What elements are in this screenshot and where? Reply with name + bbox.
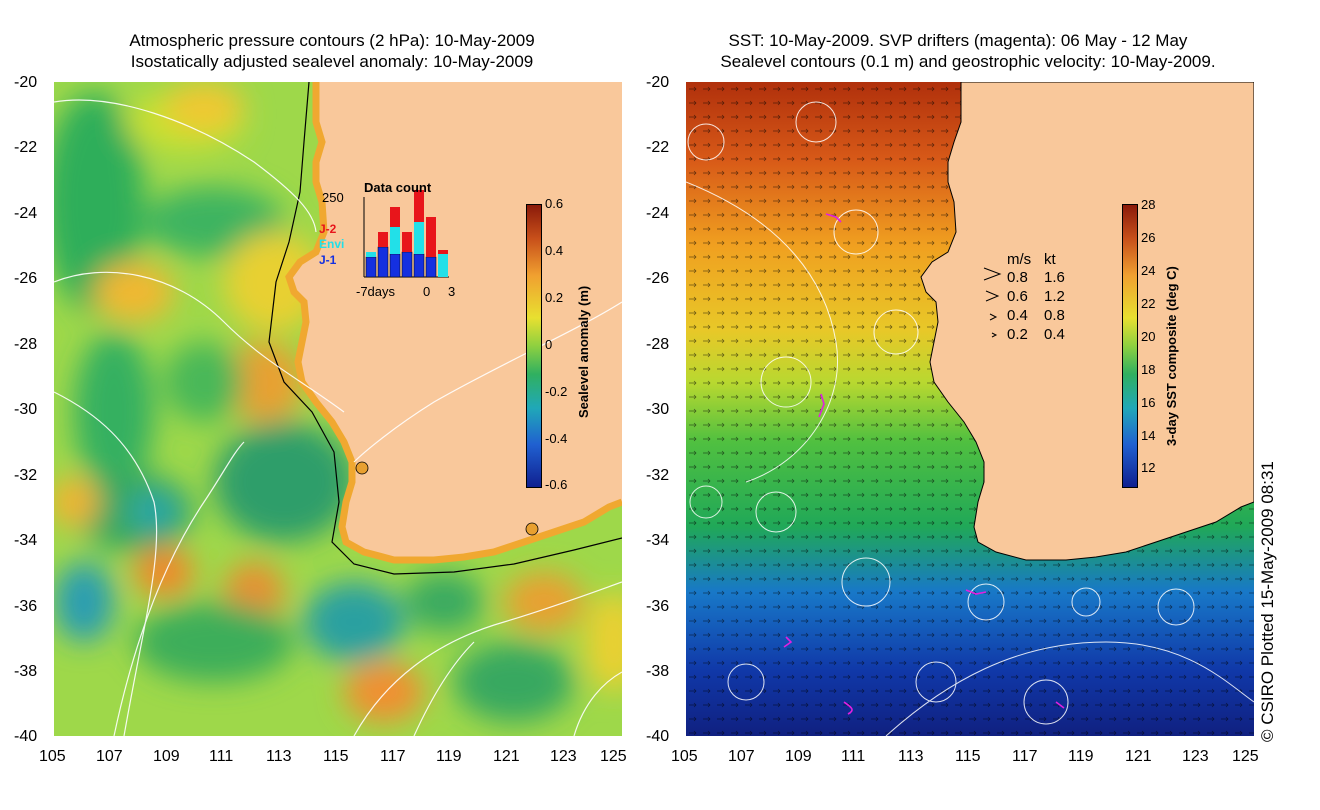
left-title-line2: Isostatically adjusted sealevel anomaly:…: [130, 52, 534, 71]
left-xtick-10: 125: [600, 748, 627, 765]
left-ytick-6: -32: [14, 467, 38, 484]
left-ytick-5: -30: [14, 401, 38, 418]
inset-legend-envi: Envi: [319, 237, 345, 251]
right-cb-tick-2: 24: [1141, 263, 1156, 278]
right-ytick-0: -20: [646, 74, 670, 91]
velocity-row-3-kt: 0.4: [1044, 326, 1065, 343]
left-ytick-4: -28: [14, 336, 38, 353]
velocity-row-3-ms: 0.2: [1007, 326, 1028, 343]
right-cb-tick-0: 28: [1141, 197, 1156, 212]
right-xtick-6: 117: [1012, 748, 1038, 765]
right-cb-tick-3: 22: [1141, 296, 1156, 311]
velocity-header-kt: kt: [1044, 251, 1056, 268]
data-count-inset: [363, 190, 449, 278]
pressure-contours: [54, 99, 622, 736]
left-xtick-9: 123: [550, 748, 577, 765]
left-cb-tick-0: 0.6: [545, 196, 564, 211]
right-ytick-6: -32: [646, 467, 670, 484]
left-xtick-2: 109: [153, 748, 180, 765]
right-cb-tick-7: 14: [1141, 428, 1156, 443]
right-xtick-3: 111: [841, 748, 866, 765]
right-ytick-9: -38: [646, 663, 670, 680]
right-xtick-0: 105: [671, 748, 698, 765]
inset-xlabel-mid: 0: [423, 284, 431, 299]
right-xtick-2: 109: [785, 748, 812, 765]
left-title-line1: Atmospheric pressure contours (2 hPa): 1…: [129, 31, 535, 50]
left-ytick-10: -40: [14, 728, 38, 745]
velocity-row-0-ms: 0.8: [1007, 269, 1028, 286]
left-cb-tick-3: 0: [545, 337, 553, 352]
sla-field: [54, 82, 622, 722]
right-ytick-5: -30: [646, 401, 670, 418]
velocity-row-1-kt: 1.2: [1044, 288, 1065, 305]
right-cb-tick-6: 16: [1141, 395, 1156, 410]
left-cb-tick-4: -0.2: [545, 384, 568, 399]
right-xtick-8: 121: [1125, 748, 1152, 765]
right-map: [686, 82, 1254, 736]
left-xtick-7: 119: [436, 748, 462, 765]
inset-legend-j2: J-2: [319, 222, 337, 236]
right-ytick-4: -28: [646, 336, 670, 353]
sealevel-contours: [686, 101, 1254, 736]
velocity-legend-arrows: [983, 267, 1002, 338]
left-ytick-2: -24: [14, 205, 38, 222]
right-colorbar-label: 3-day SST composite (deg C): [1164, 266, 1179, 446]
right-xtick-5: 115: [955, 748, 981, 765]
left-ytick-3: -26: [14, 270, 38, 287]
left-ytick-8: -36: [14, 598, 38, 615]
right-cb-tick-5: 18: [1141, 362, 1156, 377]
right-xtick-1: 107: [728, 748, 755, 765]
right-ytick-1: -22: [646, 139, 670, 156]
inset-ymax: 250: [322, 190, 344, 205]
velocity-row-0-kt: 1.6: [1044, 269, 1065, 286]
right-title-line2: Sealevel contours (0.1 m) and geostrophi…: [720, 52, 1216, 71]
right-xtick-7: 119: [1068, 748, 1094, 765]
right-cb-tick-4: 20: [1141, 329, 1156, 344]
right-map-svg: [686, 82, 1254, 736]
right-ytick-3: -26: [646, 270, 670, 287]
inset-title: Data count: [364, 180, 432, 195]
right-ytick-2: -24: [646, 205, 670, 222]
velocity-row-1-ms: 0.6: [1007, 288, 1028, 305]
left-xtick-0: 105: [39, 748, 66, 765]
svp-drifter-tracks: [783, 213, 1065, 715]
left-xtick-3: 111: [209, 748, 234, 765]
left-colorbar: [526, 204, 542, 488]
left-xtick-5: 115: [323, 748, 349, 765]
left-cb-tick-2: 0.2: [545, 290, 564, 305]
velocity-header-ms: m/s: [1007, 251, 1032, 268]
left-xtick-8: 121: [493, 748, 520, 765]
australia-land-right: [920, 82, 1254, 561]
right-cb-tick-1: 26: [1141, 230, 1156, 245]
inset-legend-j1: J-1: [319, 253, 337, 267]
right-ytick-8: -36: [646, 598, 670, 615]
inset-xlabel-right: 3: [448, 284, 456, 299]
right-xtick-4: 113: [898, 748, 924, 765]
left-xtick-4: 113: [266, 748, 292, 765]
left-xtick-6: 117: [380, 748, 406, 765]
left-colorbar-label: Sealevel anomaly (m): [576, 285, 591, 418]
right-cb-tick-8: 12: [1141, 460, 1156, 475]
left-cb-tick-1: 0.4: [545, 243, 564, 258]
left-xtick-1: 107: [96, 748, 123, 765]
right-colorbar: [1122, 204, 1138, 488]
right-xtick-9: 123: [1182, 748, 1209, 765]
left-ytick-9: -38: [14, 663, 38, 680]
velocity-row-2-kt: 0.8: [1044, 307, 1065, 324]
right-xtick-10: 125: [1232, 748, 1259, 765]
left-ytick-1: -22: [14, 139, 38, 156]
right-title-line1: SST: 10-May-2009. SVP drifters (magenta)…: [728, 31, 1188, 50]
left-ytick-0: -20: [14, 74, 38, 91]
right-ytick-7: -34: [646, 532, 670, 549]
velocity-row-2-ms: 0.4: [1007, 307, 1028, 324]
copyright-label: © CSIRO Plotted 15-May-2009 08:31: [1258, 461, 1277, 742]
left-cb-tick-5: -0.4: [545, 431, 568, 446]
inset-xlabel-left: -7days: [356, 284, 396, 299]
left-ytick-7: -34: [14, 532, 38, 549]
right-ytick-10: -40: [646, 728, 670, 745]
left-cb-tick-6: -0.6: [545, 477, 568, 492]
